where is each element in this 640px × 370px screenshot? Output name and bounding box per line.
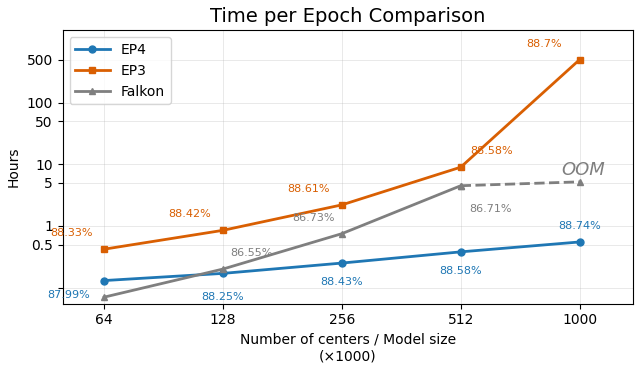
Text: 88.33%: 88.33%	[50, 228, 92, 238]
Legend: EP4, EP3, Falkon: EP4, EP3, Falkon	[70, 37, 171, 104]
EP4	[576, 240, 584, 244]
Falkon	[219, 267, 227, 271]
Text: 86.71%: 86.71%	[469, 204, 511, 214]
Title: Time per Epoch Comparison: Time per Epoch Comparison	[210, 7, 486, 26]
Y-axis label: Hours: Hours	[7, 147, 21, 187]
X-axis label: Number of centers / Model size
(×1000): Number of centers / Model size (×1000)	[240, 333, 456, 363]
EP4	[219, 271, 227, 276]
EP3	[219, 228, 227, 232]
Text: 87.99%: 87.99%	[47, 290, 90, 300]
EP4	[100, 278, 108, 283]
Text: 88.61%: 88.61%	[287, 184, 330, 194]
Text: 86.73%: 86.73%	[292, 213, 335, 223]
EP3	[338, 203, 346, 207]
EP3	[100, 247, 108, 251]
Text: 86.1%: 86.1%	[0, 369, 1, 370]
Falkon	[457, 184, 465, 188]
EP4	[457, 250, 465, 254]
Line: EP3: EP3	[100, 56, 583, 253]
Text: 88.43%: 88.43%	[321, 277, 363, 287]
Text: 88.7%: 88.7%	[526, 39, 562, 49]
Text: 88.58%: 88.58%	[470, 146, 513, 156]
Text: 88.74%: 88.74%	[558, 221, 601, 231]
Line: Falkon: Falkon	[100, 182, 464, 300]
Falkon	[338, 232, 346, 236]
EP3	[457, 165, 465, 169]
EP3	[576, 57, 584, 62]
Line: EP4: EP4	[100, 239, 583, 284]
Text: 86.55%: 86.55%	[230, 248, 273, 258]
Falkon	[100, 295, 108, 299]
Text: 88.42%: 88.42%	[168, 209, 211, 219]
EP4	[338, 261, 346, 265]
Text: 88.25%: 88.25%	[202, 292, 244, 302]
Text: OOM: OOM	[562, 161, 605, 179]
Text: 88.58%: 88.58%	[440, 266, 482, 276]
